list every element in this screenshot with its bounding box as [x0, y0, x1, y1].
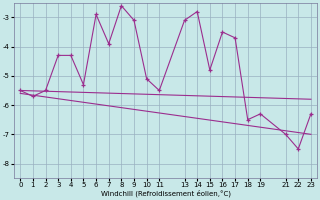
- X-axis label: Windchill (Refroidissement éolien,°C): Windchill (Refroidissement éolien,°C): [100, 190, 231, 197]
